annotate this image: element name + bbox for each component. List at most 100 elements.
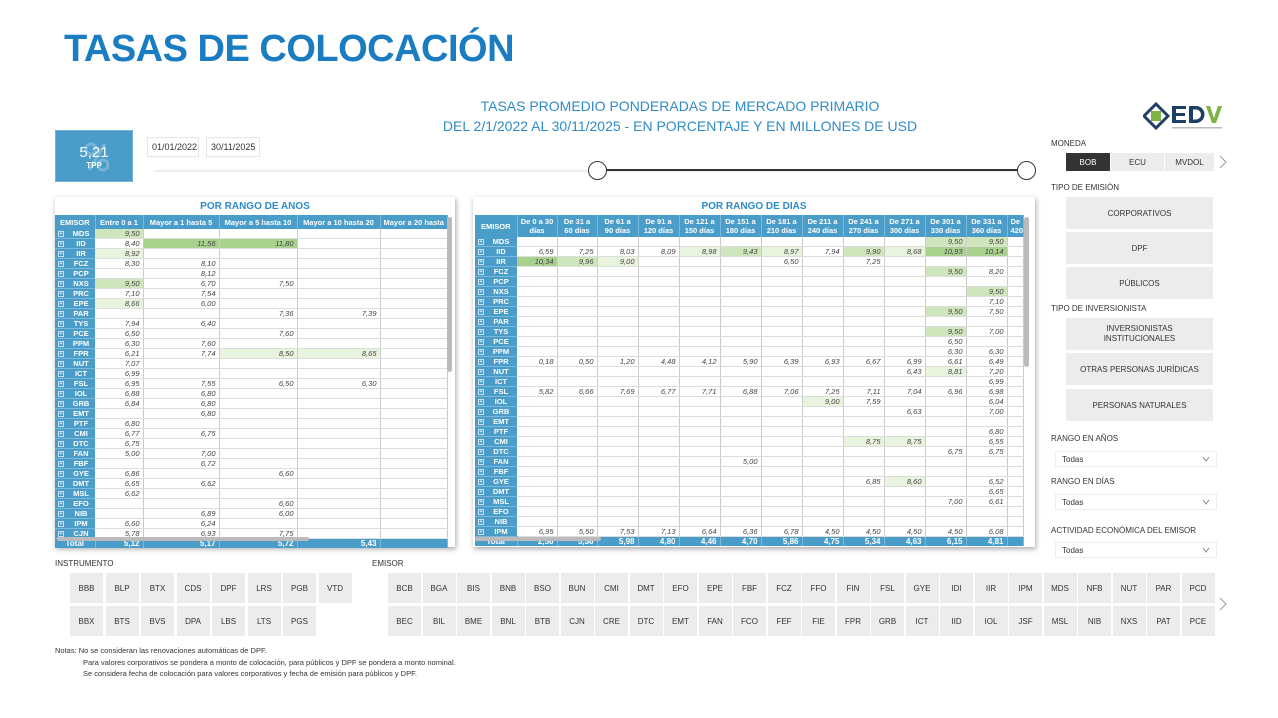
- emisor-option-button[interactable]: PAR: [1147, 573, 1180, 603]
- emisor-cell[interactable]: + TYS: [475, 326, 517, 338]
- emisor-cell[interactable]: + PCP: [55, 268, 95, 280]
- emisor-cell[interactable]: + ICT: [55, 368, 95, 380]
- expand-icon[interactable]: +: [58, 391, 64, 398]
- emisor-cell[interactable]: + IIR: [55, 248, 95, 260]
- column-header[interactable]: EMISOR: [55, 215, 96, 229]
- emisor-cell[interactable]: + EMT: [475, 416, 517, 428]
- emisor-cell[interactable]: + FCZ: [55, 258, 95, 270]
- emisor-option-button[interactable]: IDI: [940, 573, 973, 603]
- emisor-cell[interactable]: + FPR: [55, 348, 95, 360]
- emisor-option-button[interactable]: NXS: [1112, 606, 1146, 636]
- expand-icon[interactable]: +: [58, 451, 64, 458]
- emisor-option-button[interactable]: BNL: [491, 606, 525, 636]
- rango-anos-dropdown[interactable]: Todas: [1055, 451, 1217, 467]
- expand-icon[interactable]: +: [478, 399, 484, 406]
- expand-icon[interactable]: +: [478, 349, 484, 356]
- emisor-option-button[interactable]: BIS: [457, 573, 490, 603]
- expand-icon[interactable]: +: [478, 409, 484, 416]
- emisor-cell[interactable]: + IPM: [55, 518, 95, 530]
- emisor-cell[interactable]: + PTF: [475, 426, 517, 438]
- end-date-input[interactable]: 30/11/2025: [206, 137, 260, 157]
- column-header[interactable]: De 181 a 210 días: [761, 215, 803, 237]
- expand-icon[interactable]: +: [478, 469, 484, 476]
- emisor-cell[interactable]: + FAN: [55, 448, 95, 460]
- expand-icon[interactable]: +: [478, 459, 484, 466]
- emisor-option-button[interactable]: FCZ: [767, 573, 801, 603]
- column-header[interactable]: De 91 a 120 días: [638, 215, 680, 237]
- expand-icon[interactable]: +: [58, 251, 64, 258]
- instrumento-option-button[interactable]: LRS: [247, 573, 281, 603]
- instrumento-option-button[interactable]: DPF: [212, 573, 245, 603]
- emisor-cell[interactable]: + PCP: [475, 276, 517, 288]
- emisor-cell[interactable]: + MDS: [55, 229, 95, 240]
- emisor-option-button[interactable]: FIE: [802, 606, 835, 636]
- date-slider-end-handle[interactable]: [1017, 161, 1036, 180]
- column-header[interactable]: Mayor a 20 hasta: [380, 215, 448, 229]
- emisor-cell[interactable]: + FPR: [475, 356, 517, 368]
- emisor-option-button[interactable]: BNB: [491, 573, 525, 603]
- emisor-cell[interactable]: + MSL: [475, 496, 517, 508]
- emisor-cell[interactable]: + EFO: [475, 506, 517, 518]
- emisor-option-button[interactable]: BSO: [526, 573, 559, 603]
- emisor-option-button[interactable]: PCD: [1181, 573, 1215, 603]
- expand-icon[interactable]: +: [478, 279, 484, 286]
- emisor-cell[interactable]: + NIB: [55, 508, 95, 520]
- expand-icon[interactable]: +: [58, 311, 64, 318]
- emisor-option-button[interactable]: FSL: [871, 573, 904, 603]
- actividad-dropdown[interactable]: Todas: [1055, 542, 1217, 558]
- moneda-mvdol-button[interactable]: MVDOL: [1165, 153, 1214, 171]
- emisor-option-button[interactable]: FBF: [733, 573, 766, 603]
- dpf-button[interactable]: DPF: [1066, 232, 1213, 264]
- expand-icon[interactable]: +: [478, 379, 484, 386]
- expand-icon[interactable]: +: [58, 271, 64, 278]
- expand-icon[interactable]: +: [58, 491, 64, 498]
- emisor-cell[interactable]: + MDS: [475, 237, 517, 248]
- emisor-cell[interactable]: + FBF: [55, 458, 95, 470]
- emisor-option-button[interactable]: BUN: [560, 573, 594, 603]
- emisor-cell[interactable]: + GRB: [55, 398, 95, 410]
- expand-icon[interactable]: +: [478, 319, 484, 326]
- emisor-cell[interactable]: + NIB: [475, 516, 517, 528]
- start-date-input[interactable]: 01/01/2022: [147, 137, 199, 157]
- expand-icon[interactable]: +: [478, 449, 484, 456]
- emisor-option-button[interactable]: BME: [457, 606, 490, 636]
- expand-icon[interactable]: +: [58, 401, 64, 408]
- emisor-cell[interactable]: + DMT: [55, 478, 95, 490]
- column-header[interactable]: De 121 a 150 días: [679, 215, 721, 237]
- column-header[interactable]: EMISOR: [475, 215, 518, 237]
- instrumento-option-button[interactable]: CDS: [176, 573, 210, 603]
- expand-icon[interactable]: +: [478, 509, 484, 516]
- expand-icon[interactable]: +: [58, 331, 64, 338]
- moneda-bob-button[interactable]: BOB: [1066, 153, 1110, 171]
- expand-icon[interactable]: +: [58, 531, 64, 538]
- emisor-cell[interactable]: + FSL: [55, 378, 95, 390]
- instrumento-option-button[interactable]: BLP: [105, 573, 139, 603]
- corporativos-button[interactable]: CORPORATIVOS: [1066, 197, 1213, 229]
- instrumento-option-button[interactable]: BBX: [70, 606, 103, 636]
- emisor-cell[interactable]: + CMI: [475, 436, 517, 448]
- expand-icon[interactable]: +: [478, 489, 484, 496]
- emisor-cell[interactable]: + IID: [55, 238, 95, 250]
- emisor-option-button[interactable]: IIR: [974, 573, 1008, 603]
- instrumento-option-button[interactable]: VTD: [318, 573, 352, 603]
- expand-icon[interactable]: +: [478, 359, 484, 366]
- personas-naturales-button[interactable]: PERSONAS NATURALES: [1066, 389, 1213, 421]
- dias-horizontal-scrollbar[interactable]: [475, 537, 601, 541]
- instrumento-option-button[interactable]: BTX: [141, 573, 174, 603]
- expand-icon[interactable]: +: [478, 249, 484, 256]
- emisor-option-button[interactable]: IID: [940, 606, 973, 636]
- emisor-option-button[interactable]: BTB: [526, 606, 559, 636]
- instrumento-option-button[interactable]: PGB: [283, 573, 316, 603]
- emisor-option-button[interactable]: FPR: [836, 606, 870, 636]
- expand-icon[interactable]: +: [478, 329, 484, 336]
- expand-icon[interactable]: +: [58, 471, 64, 478]
- expand-icon[interactable]: +: [58, 421, 64, 428]
- rango-dias-dropdown[interactable]: Todas: [1055, 494, 1217, 510]
- emisor-option-button[interactable]: NUT: [1112, 573, 1146, 603]
- emisor-option-button[interactable]: FFO: [802, 573, 835, 603]
- expand-icon[interactable]: +: [58, 351, 64, 358]
- column-header[interactable]: De 0 a 30 días: [517, 215, 558, 237]
- expand-icon[interactable]: +: [478, 499, 484, 506]
- emisor-option-button[interactable]: FIN: [836, 573, 870, 603]
- emisor-option-button[interactable]: NFB: [1078, 573, 1111, 603]
